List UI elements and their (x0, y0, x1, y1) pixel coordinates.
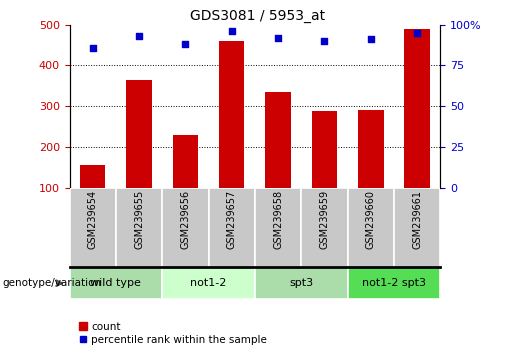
Bar (126, 80, 152, 228)
Text: wild type: wild type (91, 278, 141, 288)
Bar (209, 188, 255, 267)
Bar (265, 92, 291, 228)
Bar (70, 188, 116, 267)
Text: GSM239658: GSM239658 (273, 190, 283, 249)
Text: not1-2 spt3: not1-2 spt3 (362, 278, 426, 288)
Bar (301, 188, 348, 267)
Text: spt3: spt3 (289, 278, 313, 288)
Text: GSM239654: GSM239654 (88, 190, 98, 249)
Point (89, 45, 97, 50)
Bar (162, 267, 255, 299)
Point (181, 41, 190, 47)
Bar (312, 111, 337, 228)
Text: GDS3081 / 5953_at: GDS3081 / 5953_at (190, 9, 325, 23)
Text: GSM239659: GSM239659 (319, 190, 330, 249)
Text: genotype/variation: genotype/variation (3, 278, 101, 288)
Bar (358, 110, 384, 228)
Text: not1-2: not1-2 (191, 278, 227, 288)
Legend: count, percentile rank within the sample: count, percentile rank within the sample (75, 317, 271, 349)
Bar (116, 188, 162, 267)
Text: GSM239657: GSM239657 (227, 190, 237, 249)
Bar (80, 165, 106, 228)
Text: GSM239655: GSM239655 (134, 190, 144, 249)
Bar (255, 267, 348, 299)
Point (367, 36, 375, 42)
Point (228, 28, 236, 34)
Text: GSM239656: GSM239656 (180, 190, 191, 249)
Bar (255, 188, 301, 267)
Point (274, 35, 282, 41)
Point (135, 33, 143, 39)
Text: GSM239661: GSM239661 (412, 190, 422, 249)
Bar (173, 135, 198, 228)
Point (320, 38, 329, 44)
Text: GSM239660: GSM239660 (366, 190, 376, 249)
Bar (70, 267, 162, 299)
Bar (348, 188, 394, 267)
Bar (348, 267, 440, 299)
Bar (162, 188, 209, 267)
Bar (404, 29, 430, 228)
Bar (394, 188, 440, 267)
Bar (219, 41, 245, 228)
Point (413, 30, 421, 36)
